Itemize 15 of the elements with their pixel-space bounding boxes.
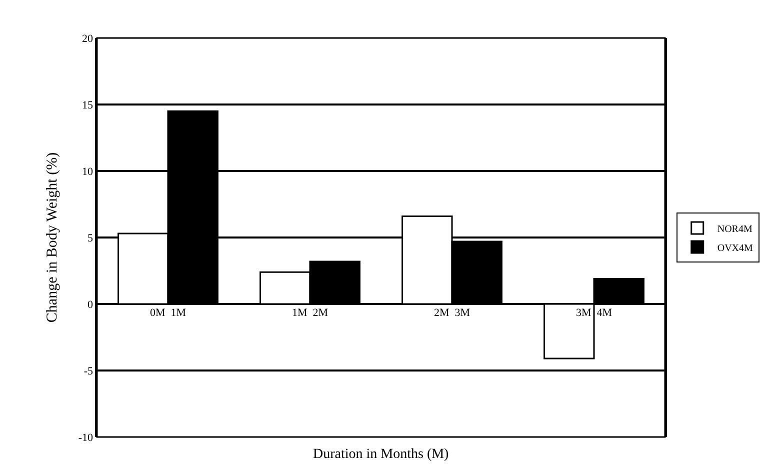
x-tick-label: 2M 3M [434, 307, 470, 319]
x-tick-label: 0M 1M [150, 307, 186, 319]
x-tick-label: 3M 4M [576, 307, 612, 319]
y-tick-label: 10 [82, 166, 94, 178]
y-tick-label: 5 [88, 232, 94, 244]
y-tick-label: 0 [88, 298, 94, 311]
y-tick-label: 15 [82, 99, 94, 112]
x-axis-title: Duration in Months (M) [313, 447, 450, 462]
y-axis-title: Change in Body Weight (%) [44, 152, 60, 323]
legend-label: OVX4M [717, 242, 754, 254]
x-tick-label: 1M 2M [292, 307, 328, 319]
y-tick-label: -10 [78, 432, 94, 444]
y-tick-label: 20 [82, 32, 94, 45]
legend-label: NOR4M [717, 224, 752, 235]
y-tick-label: -5 [84, 365, 94, 378]
